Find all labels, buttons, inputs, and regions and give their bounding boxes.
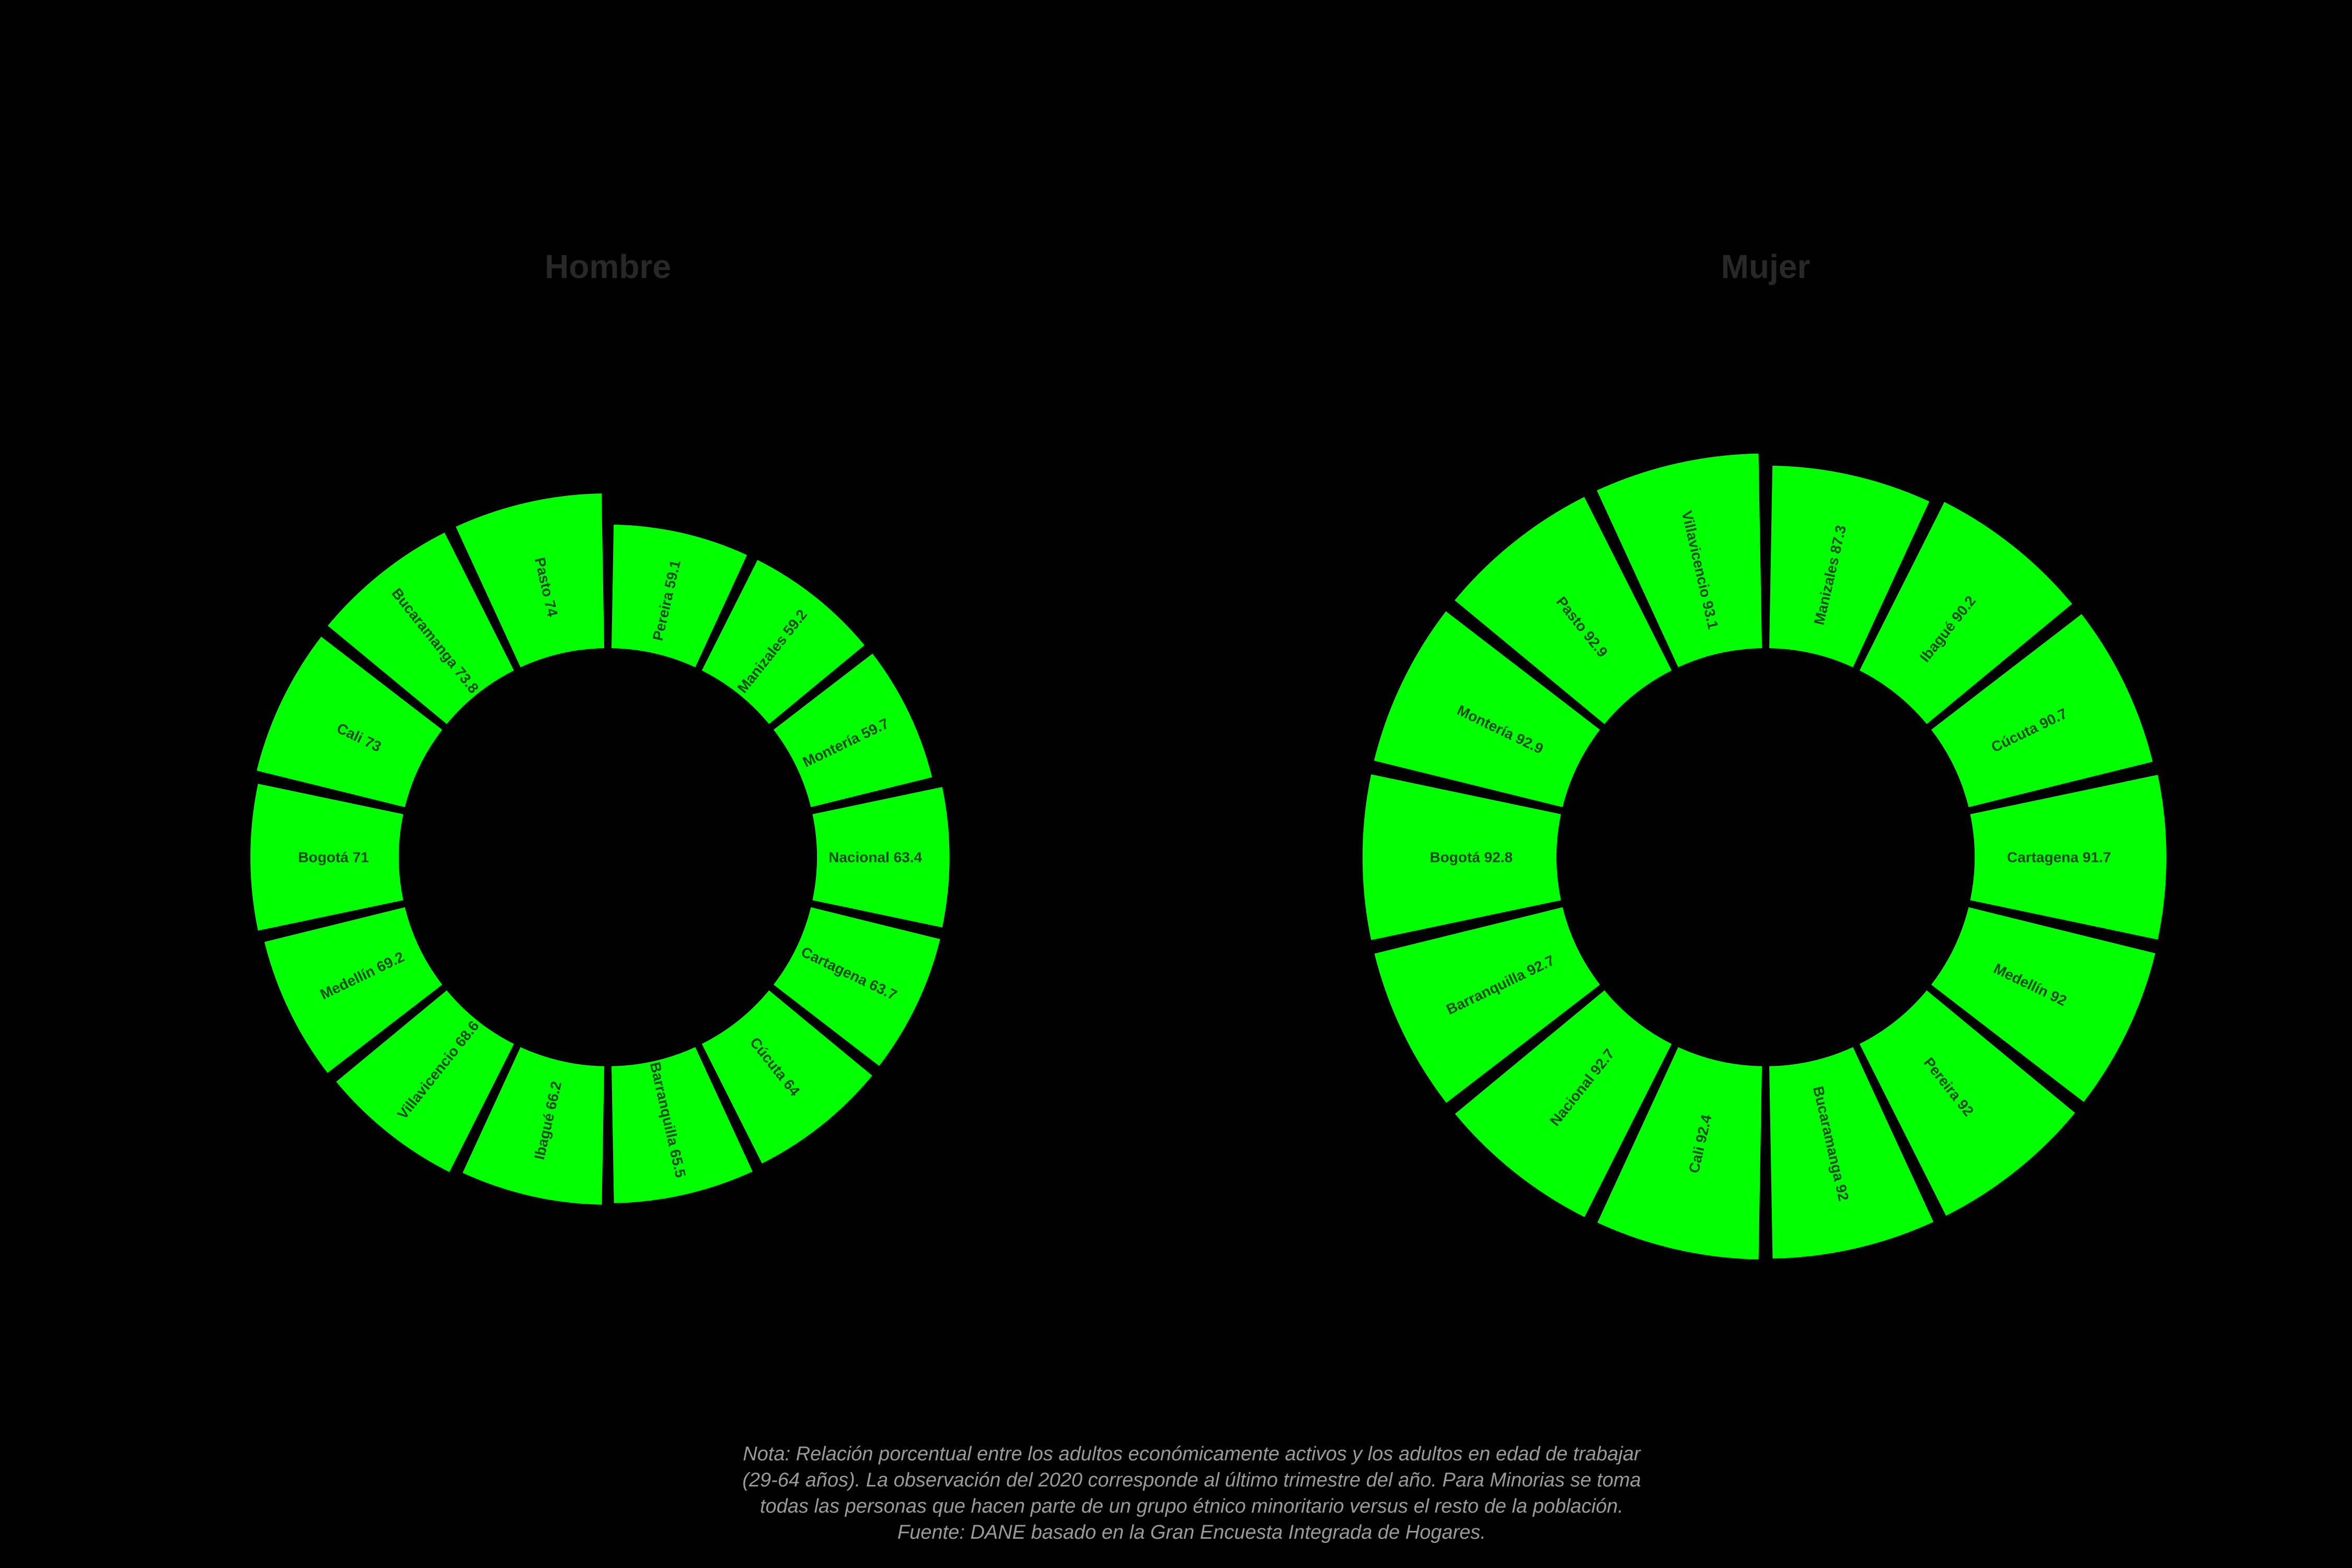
donut-segment-pereira — [612, 524, 747, 667]
donut-segment-cartagena — [774, 907, 940, 1066]
donut-segment-barranquilla — [1374, 907, 1600, 1103]
panel-title-hombre: Hombre — [545, 248, 671, 285]
donut-segment-cali — [1597, 1047, 1762, 1260]
donut-segment-manizales — [1769, 465, 1930, 667]
donut-segment-cúcuta — [1931, 614, 2153, 808]
donut-segment-pereira — [1859, 990, 2075, 1216]
donut-segment-bogotá — [250, 783, 403, 931]
footnote-line-4: Fuente: DANE basado en la Gran Encuesta … — [897, 1521, 1486, 1543]
donut-segment-villavicencio — [336, 990, 514, 1172]
segment-label-bogotá: Bogotá 92.8 — [1429, 849, 1513, 866]
donut-segment-manizales — [701, 560, 864, 724]
footnote-line-1: Nota: Relación porcentual entre los adul… — [743, 1443, 1641, 1465]
footnote: Nota: Relación porcentual entre los adul… — [742, 1443, 1641, 1543]
segment-label-nacional: Nacional 63.4 — [828, 849, 922, 866]
donut-segment-bucaramanga — [1769, 1047, 1934, 1259]
donut-segment-medellín — [264, 907, 442, 1073]
donut-segment-bogotá — [1362, 774, 1561, 940]
donut-segment-montería — [774, 653, 932, 808]
footnote-line-2: (29-64 años). La observación del 2020 co… — [742, 1469, 1641, 1491]
donut-segment-cartagena — [1970, 775, 2166, 940]
donut-segment-nacional — [1455, 990, 1672, 1217]
donut-segment-bucaramanga — [328, 533, 514, 724]
segment-label-cartagena: Cartagena 91.7 — [2007, 849, 2111, 866]
panel-title-mujer: Mujer — [1721, 248, 1811, 285]
donut-segment-ibagué — [1859, 502, 2072, 724]
donut-segment-nacional — [812, 787, 950, 928]
donut-segment-pasto — [456, 493, 604, 667]
donut-segment-ibagué — [463, 1047, 604, 1205]
donut-segment-cali — [257, 637, 442, 808]
footnote-line-3: todas las personas que hacen parte de un… — [760, 1495, 1623, 1517]
segment-label-bogotá: Bogotá 71 — [298, 849, 368, 866]
donut-segment-villavicencio — [1597, 453, 1762, 667]
donut-segment-medellín — [1931, 907, 2155, 1102]
donut-segment-pasto — [1455, 497, 1672, 724]
donut-segment-montería — [1374, 611, 1600, 808]
donut-segment-barranquilla — [612, 1047, 753, 1203]
donut-segment-cúcuta — [701, 990, 872, 1163]
